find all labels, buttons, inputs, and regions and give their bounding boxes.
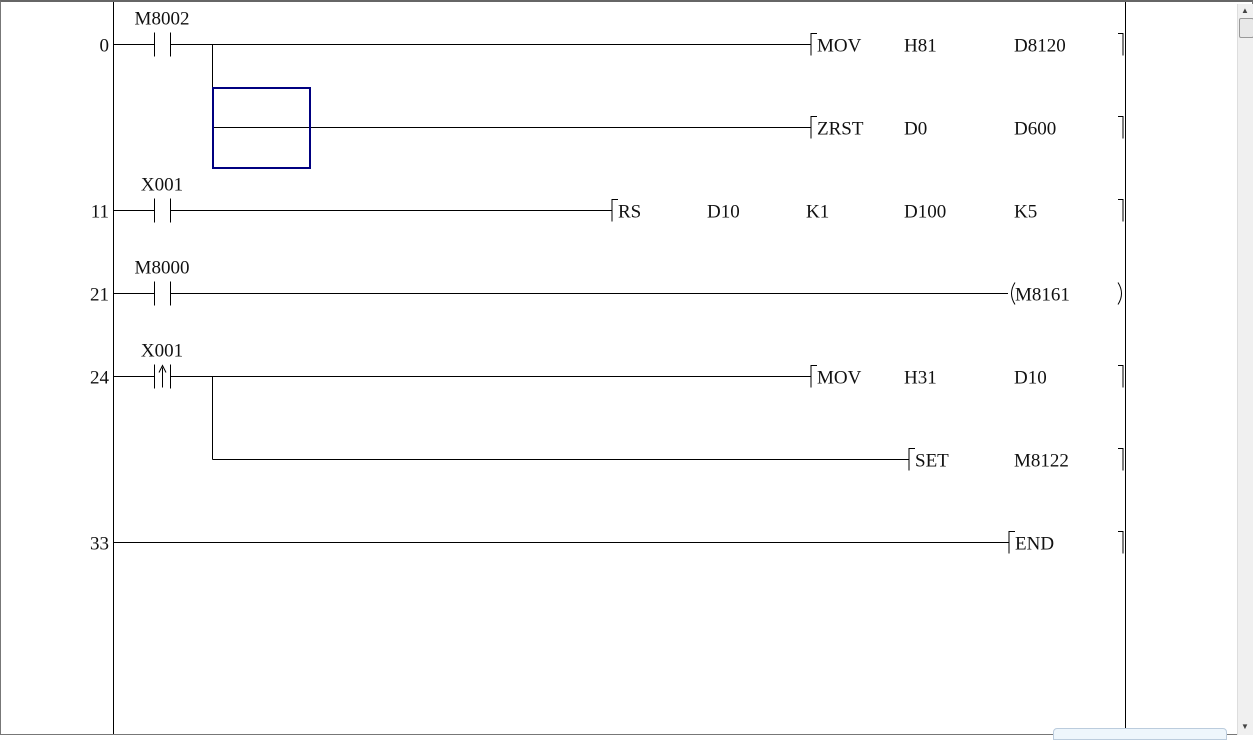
ladder-diagram[interactable]: 0 M8002 MOV H81 D8120 ZRST D0 D600 11 X001 RS D10 K1… — [1, 2, 1237, 734]
instruction-operand: D8120 — [1014, 36, 1066, 57]
instruction-left-bracket — [908, 448, 915, 471]
vertical-scrollbar[interactable]: ▲ ▼ — [1237, 4, 1253, 735]
contact-label: M8002 — [135, 9, 190, 30]
coil-label: M8161 — [1015, 285, 1070, 306]
instruction-right-bracket — [1118, 365, 1124, 388]
instruction-mnemonic: SET — [915, 451, 949, 472]
notification-popup[interactable] — [1053, 728, 1227, 740]
edit-cursor[interactable] — [212, 87, 311, 169]
instruction-right-bracket — [1118, 448, 1124, 471]
contact-label: X001 — [141, 175, 183, 196]
instruction-mnemonic: MOV — [817, 36, 862, 57]
instruction-operand: D10 — [1014, 368, 1047, 389]
step-number: 24 — [90, 368, 110, 389]
scroll-down-icon[interactable]: ▼ — [1241, 722, 1249, 731]
instruction-right-bracket — [1118, 116, 1124, 139]
step-number: 21 — [90, 285, 109, 306]
instruction-operand: H81 — [904, 36, 937, 57]
step-number: 0 — [100, 36, 110, 57]
instruction-operand: D0 — [904, 119, 927, 140]
instruction-operand: D10 — [707, 202, 740, 223]
instruction-mnemonic: MOV — [817, 368, 862, 389]
instruction-mnemonic: END — [1015, 534, 1054, 555]
scrollbar-thumb[interactable] — [1239, 18, 1253, 38]
instruction-mnemonic: ZRST — [817, 119, 864, 140]
instruction-left-bracket — [810, 365, 817, 388]
step-number: 33 — [90, 534, 109, 555]
rising-edge-arrow-icon — [158, 364, 167, 373]
step-number: 11 — [91, 202, 109, 223]
scroll-up-icon[interactable]: ▲ — [1241, 6, 1249, 15]
instruction-left-bracket — [1008, 531, 1015, 554]
instruction-mnemonic: RS — [618, 202, 641, 223]
instruction-right-bracket — [1118, 531, 1124, 554]
instruction-right-bracket — [1118, 199, 1124, 222]
contact-label: X001 — [141, 341, 183, 362]
instruction-operand: D100 — [904, 202, 946, 223]
instruction-left-bracket — [810, 33, 817, 56]
instruction-right-bracket — [1118, 33, 1124, 56]
instruction-left-bracket — [611, 199, 618, 222]
instruction-operand: D600 — [1014, 119, 1056, 140]
contact-label: M8000 — [135, 258, 190, 279]
instruction-operand: K1 — [806, 202, 829, 223]
coil-right-paren — [1117, 282, 1122, 305]
coil-left-paren — [1011, 282, 1016, 305]
instruction-operand: H31 — [904, 368, 937, 389]
instruction-operand: M8122 — [1014, 451, 1069, 472]
instruction-operand: K5 — [1014, 202, 1037, 223]
instruction-left-bracket — [810, 116, 817, 139]
